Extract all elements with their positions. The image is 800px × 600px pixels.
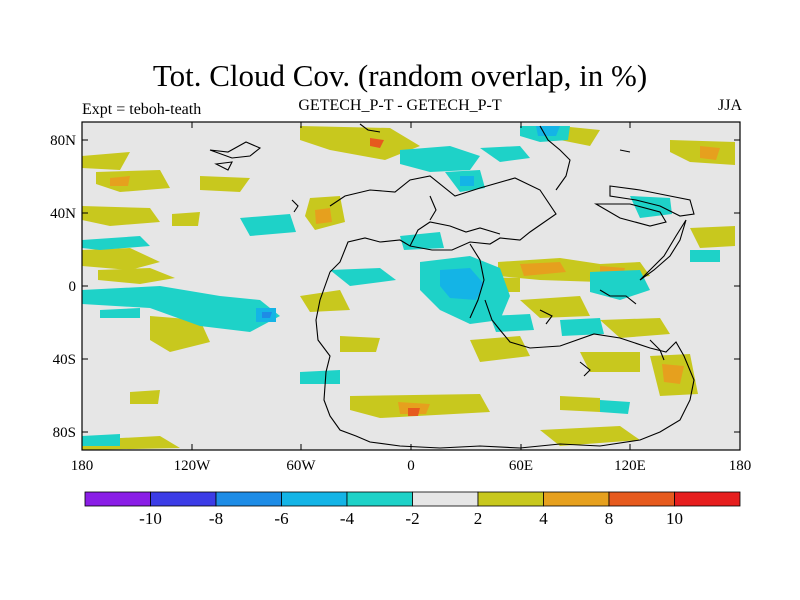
- colorbar-swatch: [412, 491, 479, 507]
- colorbar-swatch: [477, 491, 544, 507]
- lon-label-60w: 60W: [286, 458, 316, 474]
- colorbar-label: -10: [139, 509, 162, 528]
- colorbar-swatch: [674, 491, 741, 507]
- lat-label-0: 0: [69, 279, 77, 295]
- colorbar-label: -8: [209, 509, 223, 528]
- anomaly-patches: [82, 126, 735, 450]
- lat-label-40s: 40S: [53, 352, 76, 368]
- latitude-labels: 80N 40N 0 40S 80S: [50, 133, 76, 441]
- colorbar-swatch: [608, 491, 675, 507]
- coastlines: [209, 123, 695, 449]
- season-label: JJA: [717, 97, 742, 114]
- colorbar-label: -2: [405, 509, 419, 528]
- lon-label-180e: 180: [729, 458, 752, 474]
- comparison-label: GETECH_P-T - GETECH_P-T: [298, 97, 502, 114]
- lon-label-120e: 120E: [614, 458, 646, 474]
- lat-label-40n: 40N: [50, 206, 76, 222]
- colorbar-swatch: [84, 491, 151, 507]
- colorbar-label: 10: [666, 509, 683, 528]
- longitude-labels: 180 120W 60W 0 60E 120E 180: [71, 458, 752, 474]
- colorbar-label: 8: [605, 509, 614, 528]
- experiment-label: Expt = teboh-teath: [82, 101, 202, 118]
- lon-label-60e: 60E: [509, 458, 533, 474]
- colorbar-label: -6: [274, 509, 288, 528]
- lon-label-120w: 120W: [174, 458, 212, 474]
- lat-label-80s: 80S: [53, 425, 76, 441]
- colorbar-swatch: [150, 491, 217, 507]
- colorbar-label: 2: [474, 509, 483, 528]
- colorbar-label: -4: [340, 509, 355, 528]
- colorbar: [84, 491, 741, 507]
- axis-ticks: [81, 122, 740, 450]
- lat-label-80n: 80N: [50, 133, 76, 149]
- colorbar-swatch: [281, 491, 348, 507]
- colorbar-swatch: [215, 491, 282, 507]
- colorbar-swatch: [543, 491, 610, 507]
- colorbar-labels: -10 -8 -6 -4 -2 2 4 8 10: [139, 509, 683, 528]
- map-title: Tot. Cloud Cov. (random overlap, in %): [152, 58, 648, 93]
- lon-label-180w: 180: [71, 458, 94, 474]
- lon-label-0: 0: [407, 458, 415, 474]
- colorbar-label: 4: [539, 509, 548, 528]
- colorbar-swatch: [346, 491, 413, 507]
